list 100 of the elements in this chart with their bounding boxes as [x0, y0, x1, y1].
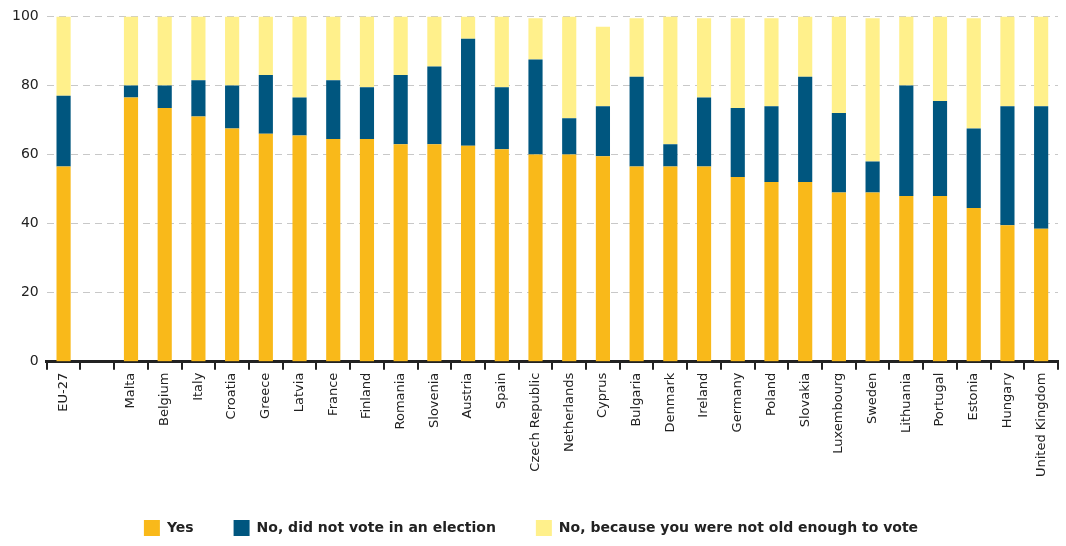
bar [528, 59, 543, 155]
x-tick-label: Czech Republic [526, 372, 542, 472]
bar [359, 16, 375, 88]
bar [696, 166, 712, 362]
bar [494, 16, 509, 88]
bar [494, 149, 509, 362]
bar [966, 128, 981, 209]
x-tick-label: Sweden [863, 372, 879, 425]
x-tick-label: United Kingdom [1032, 372, 1048, 477]
legend-label: No, did not vote in an election [256, 518, 496, 535]
bar [225, 128, 240, 362]
bar [764, 106, 779, 183]
bar [865, 161, 880, 193]
bar [730, 176, 745, 362]
bar [326, 16, 341, 81]
x-tick-label: Greece [257, 372, 273, 419]
x-tick-label: Finland [358, 372, 374, 420]
x-tick-label: Portugal [931, 372, 947, 427]
x-tick-label: Poland [762, 372, 778, 417]
bar [461, 145, 476, 362]
bar [899, 16, 914, 86]
bar [595, 156, 610, 362]
bar [798, 16, 813, 77]
x-tick-label: France [324, 372, 340, 416]
bar [595, 106, 610, 157]
bar [157, 85, 172, 108]
bar [899, 195, 914, 362]
bar [629, 166, 644, 362]
bar [730, 18, 745, 108]
bar [595, 26, 610, 107]
x-tick-label: Croatia [223, 372, 239, 420]
x-tick-label: Spain [493, 372, 509, 409]
y-tick-label: 0 [29, 352, 39, 369]
bar [157, 16, 172, 86]
bar [528, 18, 543, 60]
x-tick-label: Italy [189, 372, 205, 401]
bar [123, 16, 139, 86]
x-tick-label: Luxembourg [830, 372, 846, 454]
bar [258, 133, 273, 362]
x-tick-label: EU-27 [54, 372, 70, 412]
bar [831, 192, 846, 362]
bar [663, 16, 678, 145]
bar [191, 16, 206, 81]
bar [292, 97, 307, 136]
bar [393, 16, 408, 76]
bar [629, 76, 644, 167]
bar [865, 18, 880, 162]
bar [562, 118, 577, 155]
bar [326, 138, 341, 362]
bar [461, 16, 476, 39]
bar [966, 18, 981, 129]
bar [1034, 106, 1049, 229]
bar [730, 107, 745, 177]
x-tick-label: Austria [459, 372, 475, 419]
bar [225, 16, 240, 86]
bar [427, 16, 442, 67]
bar [798, 182, 813, 362]
bar [798, 76, 813, 183]
x-tick-label: Hungary [998, 372, 1014, 429]
x-tick-label: Belgium [156, 372, 172, 426]
bar [461, 38, 476, 146]
bar [258, 75, 273, 134]
bar [56, 16, 71, 96]
bar [359, 87, 375, 139]
bar [562, 154, 577, 362]
x-tick-label: Netherlands [560, 372, 576, 452]
bar [359, 138, 375, 362]
bar [663, 166, 678, 362]
x-tick-label: Bulgaria [628, 372, 644, 427]
bar [663, 144, 678, 167]
bar [56, 166, 71, 362]
bar [899, 85, 914, 196]
bar [1000, 225, 1015, 362]
bar [1034, 16, 1049, 107]
x-tick-label: Estonia [965, 372, 981, 421]
bar [191, 80, 206, 117]
bar [225, 85, 240, 129]
bar [696, 18, 712, 98]
bar [831, 113, 846, 193]
y-tick-label: 80 [20, 76, 39, 93]
bar [191, 116, 206, 362]
x-tick-label: Latvia [290, 372, 306, 413]
bar [932, 195, 948, 362]
y-tick-label: 100 [11, 7, 39, 24]
y-tick-label: 60 [20, 145, 39, 162]
bar [629, 18, 644, 77]
x-tick-label: Denmark [661, 372, 677, 433]
x-tick-label: Slovakia [796, 372, 812, 428]
bar [764, 18, 779, 107]
bar [1000, 106, 1015, 226]
bar [292, 135, 307, 362]
bar [157, 107, 172, 362]
bar [865, 192, 880, 362]
bar [393, 144, 408, 362]
bar [494, 87, 509, 150]
legend-label: Yes [165, 518, 194, 535]
bar [932, 16, 948, 101]
bar [326, 80, 341, 139]
x-tick-label: Ireland [695, 372, 711, 418]
x-tick-label: Lithuania [897, 372, 913, 433]
